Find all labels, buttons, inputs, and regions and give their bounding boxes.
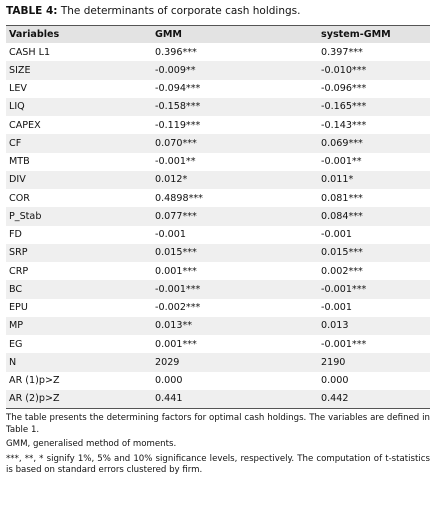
value-cell: -0.009**	[152, 61, 318, 80]
table-title: TABLE 4: The determinants of corporate c…	[6, 4, 430, 26]
table-row: LIQ -0.158*** -0.165***	[6, 97, 430, 116]
value-cell: 0.442	[318, 389, 430, 409]
table: Variables GMM system-GMM CASH L1 0.396*** 0.…	[6, 26, 430, 409]
value-cell: -0.002***	[155, 302, 201, 314]
title-label: TABLE 4:	[6, 5, 58, 17]
table-row: AR (2)p>Z 0.441 0.442	[6, 389, 430, 409]
value-cell: 0.015***	[152, 243, 318, 262]
header-cell: Variables	[6, 26, 152, 43]
table-row: COR 0.4898*** 0.081***	[6, 189, 430, 207]
notes: The table presents the determining facto…	[6, 413, 430, 477]
value-cell: -0.001**	[155, 156, 196, 168]
table-row: SRP 0.015*** 0.015***	[6, 243, 430, 262]
variable-cell: MTB	[9, 156, 30, 168]
value-cell: 0.002***	[321, 265, 363, 277]
header-cell: GMM	[152, 26, 318, 43]
variable-cell: BC	[6, 280, 152, 299]
value-cell: 0.396***	[155, 46, 197, 58]
value-cell: 0.081***	[321, 192, 363, 204]
table-row: MP 0.013** 0.013	[6, 316, 430, 335]
variable-cell: N	[6, 353, 152, 372]
value-cell: 0.013	[318, 316, 430, 335]
value-cell: 0.012*	[152, 170, 318, 189]
variable-cell: CAPEX	[9, 119, 41, 131]
variable-cell: SIZE	[6, 61, 152, 80]
table-row: FD -0.001 -0.001	[6, 226, 430, 244]
table-row: N 2029 2190	[6, 353, 430, 372]
header-cell: system-GMM	[318, 26, 430, 43]
value-cell: 0.000	[155, 375, 183, 387]
variable-cell: EPU	[9, 302, 28, 314]
value-cell: -0.165***	[318, 97, 430, 116]
table-row: SIZE -0.009** -0.010***	[6, 61, 430, 80]
note: ***, **, * signify 1%, 5% and 10% signif…	[6, 453, 430, 476]
title-text: The determinants of corporate cash holdi…	[60, 5, 301, 17]
variable-cell: CF	[6, 134, 152, 153]
value-cell: -0.010***	[318, 61, 430, 80]
variable-cell: P_Stab	[6, 207, 152, 226]
value-cell: -0.158***	[152, 97, 318, 116]
value-cell: -0.094***	[155, 83, 201, 95]
value-cell: -0.001***	[152, 280, 318, 299]
table-row: LEV -0.094*** -0.096***	[6, 80, 430, 98]
value-cell: 0.4898***	[155, 192, 203, 204]
variable-cell: CASH L1	[9, 46, 51, 58]
variable-cell: MP	[6, 316, 152, 335]
table-row: CAPEX -0.119*** -0.143***	[6, 116, 430, 134]
variable-cell: EG	[9, 338, 23, 350]
variable-cell: LEV	[9, 83, 27, 95]
note: GMM, generalised method of moments.	[6, 439, 177, 449]
table-row: BC -0.001*** -0.001***	[6, 280, 430, 299]
value-cell: 0.070***	[152, 134, 318, 153]
note: The table presents the determining facto…	[6, 413, 430, 435]
table-row: AR (1)p>Z 0.000 0.000	[6, 372, 430, 390]
value-cell: -0.001	[155, 229, 186, 241]
value-cell: 0.069***	[318, 134, 430, 153]
header-row: Variables GMM system-GMM	[6, 26, 430, 43]
value-cell: -0.001	[321, 229, 352, 241]
variable-cell: CRP	[9, 265, 29, 277]
value-cell: -0.001***	[321, 338, 367, 350]
value-cell: 2029	[152, 353, 318, 372]
value-cell: -0.001***	[318, 280, 430, 299]
value-cell: 0.001***	[155, 265, 197, 277]
variable-cell: LIQ	[6, 97, 152, 116]
value-cell: 0.441	[152, 389, 318, 409]
variable-cell: SRP	[6, 243, 152, 262]
value-cell: -0.096***	[321, 83, 367, 95]
table-row: CASH L1 0.396*** 0.397***	[6, 43, 430, 61]
table-row: EG 0.001*** -0.001***	[6, 335, 430, 353]
value-cell: 2190	[318, 353, 430, 372]
table-row: MTB -0.001** -0.001**	[6, 153, 430, 171]
variable-cell: COR	[9, 192, 30, 204]
value-cell: 0.013**	[152, 316, 318, 335]
table-body: CASH L1 0.396*** 0.397*** SIZE -0.009** -0.01…	[6, 43, 430, 409]
value-cell: 0.001***	[155, 338, 197, 350]
value-cell: 0.015***	[318, 243, 430, 262]
value-cell: -0.119***	[155, 119, 201, 131]
variable-cell: AR (1)p>Z	[9, 375, 60, 387]
value-cell: 0.077***	[152, 207, 318, 226]
value-cell: 0.011*	[318, 170, 430, 189]
table-row: CF 0.070*** 0.069***	[6, 134, 430, 153]
table-row: CRP 0.001*** 0.002***	[6, 262, 430, 280]
table-row: DIV 0.012* 0.011*	[6, 170, 430, 189]
table-row: EPU -0.002*** -0.001	[6, 299, 430, 317]
table-row: P_Stab 0.077*** 0.084***	[6, 207, 430, 226]
value-cell: -0.001**	[321, 156, 362, 168]
variable-cell: DIV	[6, 170, 152, 189]
value-cell: 0.397***	[321, 46, 363, 58]
value-cell: -0.143***	[321, 119, 367, 131]
value-cell: 0.000	[321, 375, 349, 387]
variable-cell: AR (2)p>Z	[6, 389, 152, 409]
value-cell: 0.084***	[318, 207, 430, 226]
variable-cell: FD	[9, 229, 22, 241]
value-cell: -0.001	[321, 302, 352, 314]
